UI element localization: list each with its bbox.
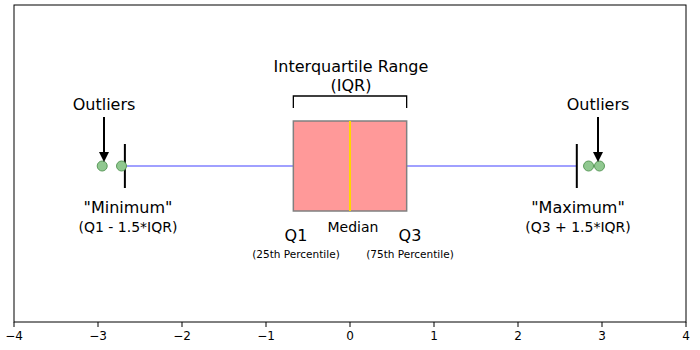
outlier: [584, 161, 594, 171]
x-tick: [518, 322, 519, 327]
x-tick-label: 3: [598, 329, 606, 343]
annotation: Median: [328, 219, 379, 235]
box: [293, 121, 406, 211]
x-tick-label: −3: [89, 329, 107, 343]
annotation: (25th Percentile): [252, 248, 339, 260]
x-tick: [434, 322, 435, 327]
x-tick: [14, 322, 15, 327]
x-tick: [98, 322, 99, 327]
x-tick: [182, 322, 183, 327]
x-tick-label: 2: [514, 329, 522, 343]
x-tick: [350, 322, 351, 327]
x-tick: [602, 322, 603, 327]
x-tick-label: 1: [430, 329, 438, 343]
annotation: Outliers: [73, 95, 136, 114]
whisker-high: [407, 165, 577, 167]
outlier: [97, 161, 107, 171]
median: [349, 121, 351, 211]
annotation: Outliers: [567, 95, 630, 114]
chart-root: −4 −3 −2 −1 0 1 2 3 4 Outliers Outliers Interquarti…: [0, 0, 700, 350]
x-tick: [686, 322, 687, 327]
outlier: [594, 161, 604, 171]
annotation: Q3: [399, 226, 422, 245]
x-tick-label: −4: [5, 329, 23, 343]
annotation: "Maximum": [531, 198, 625, 217]
outlier-arrow: [103, 117, 105, 157]
outlier: [117, 161, 127, 171]
chart: −4 −3 −2 −1 0 1 2 3 4 Outliers Outliers Interquarti…: [0, 0, 700, 350]
x-tick-label: 4: [682, 329, 690, 343]
x-tick-label: −2: [173, 329, 191, 343]
annotation: (Q3 + 1.5*IQR): [525, 219, 631, 235]
plot-frame: [14, 5, 686, 322]
annotation: (IQR): [331, 76, 372, 95]
iqr-bracket: [293, 96, 406, 108]
annotation: Q1: [285, 226, 308, 245]
outlier-arrow: [597, 117, 599, 157]
whisker-cap-high: [576, 144, 578, 188]
x-tick-label: −1: [257, 329, 275, 343]
whisker-low: [125, 165, 293, 167]
x-tick: [266, 322, 267, 327]
annotation: Interquartile Range: [274, 57, 429, 76]
annotation: "Minimum": [84, 198, 173, 217]
annotation: (75th Percentile): [366, 248, 453, 260]
annotation: (Q1 - 1.5*IQR): [79, 219, 178, 235]
box-group: [97, 121, 604, 211]
x-tick-label: 0: [346, 329, 354, 343]
